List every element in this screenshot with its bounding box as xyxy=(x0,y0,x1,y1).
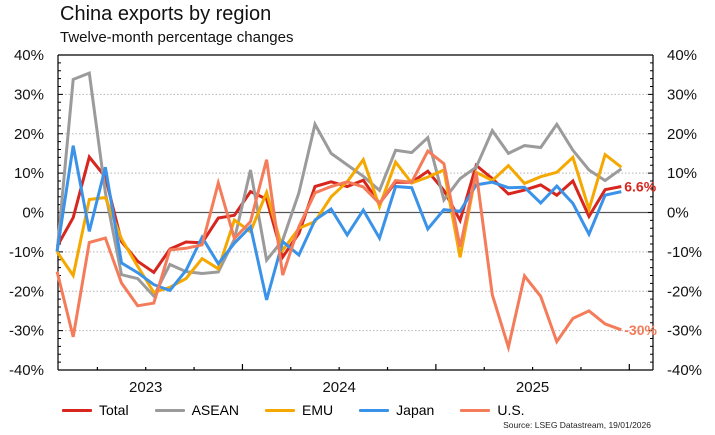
x-tick-label: 2023 xyxy=(129,379,162,396)
series-lines xyxy=(55,71,623,354)
legend-swatch xyxy=(460,408,491,412)
legend-item: Japan xyxy=(359,402,434,418)
y-tick-label-left: 10% xyxy=(14,165,44,182)
x-tick-label: 2024 xyxy=(322,379,355,396)
y-tick-label-left: -40% xyxy=(9,362,44,379)
x-axis-labels: 2023 2024 2025 xyxy=(129,379,549,396)
legend-item: EMU xyxy=(265,402,333,418)
y-tick-label-left: -20% xyxy=(9,283,44,300)
y-tick-label-left: 30% xyxy=(14,86,44,103)
source-note: Source: LSEG Datastream, 19/01/2026 xyxy=(503,420,651,430)
x-tick-label: 2025 xyxy=(516,379,549,396)
annotations: 6.6% -30% xyxy=(624,179,657,338)
y-tick-label-right: -40% xyxy=(667,362,702,379)
y-tick-label-left: -10% xyxy=(9,244,44,261)
y-tick-label-left: -30% xyxy=(9,323,44,340)
y-tick-label-left: 0% xyxy=(22,205,44,222)
y-tick-label-left: 20% xyxy=(14,126,44,143)
legend-label: U.S. xyxy=(497,402,525,418)
axes xyxy=(57,54,654,371)
y-tick-label-right: -20% xyxy=(667,283,702,300)
legend-label: Total xyxy=(99,402,129,418)
legend-swatch xyxy=(359,408,390,412)
legend-item: Total xyxy=(62,402,129,418)
series-line-total xyxy=(55,153,622,275)
legend-label: EMU xyxy=(302,402,334,418)
end-value-label: -30% xyxy=(624,322,657,338)
gridlines xyxy=(58,93,653,332)
legend-item: ASEAN xyxy=(154,402,240,418)
series-line-us xyxy=(55,148,622,354)
y-tick-label-right: -30% xyxy=(667,323,702,340)
y-tick-label-left: 40% xyxy=(14,47,44,64)
legend-label: Japan xyxy=(396,402,435,418)
chart-subtitle: Twelve-month percentage changes xyxy=(60,29,294,46)
legend-label: ASEAN xyxy=(191,402,240,418)
y-axis-left-labels: 40% 30% 20% 10% 0% -10% -20% -30% -40% xyxy=(9,47,44,379)
y-axis-right-labels: 40% 30% 20% 10% 0% -10% -20% -30% -40% xyxy=(667,47,702,379)
series-line-emu xyxy=(55,152,623,295)
y-tick-label-right: 40% xyxy=(667,47,697,64)
legend: Total ASEAN EMU Japan U.S. xyxy=(62,401,551,419)
y-tick-label-right: -10% xyxy=(667,244,702,261)
end-value-label: 6.6% xyxy=(624,179,656,195)
y-tick-label-right: 0% xyxy=(667,205,689,222)
y-tick-label-right: 20% xyxy=(667,126,697,143)
y-tick-label-right: 10% xyxy=(667,165,697,182)
y-tick-label-right: 30% xyxy=(667,86,697,103)
legend-swatch xyxy=(62,408,92,412)
series-line-japan xyxy=(55,145,622,301)
chart-title: China exports by region xyxy=(60,3,272,25)
legend-swatch xyxy=(154,408,185,412)
legend-swatch xyxy=(265,408,296,412)
legend-item: U.S. xyxy=(460,402,525,418)
series-line-asean xyxy=(55,71,623,299)
